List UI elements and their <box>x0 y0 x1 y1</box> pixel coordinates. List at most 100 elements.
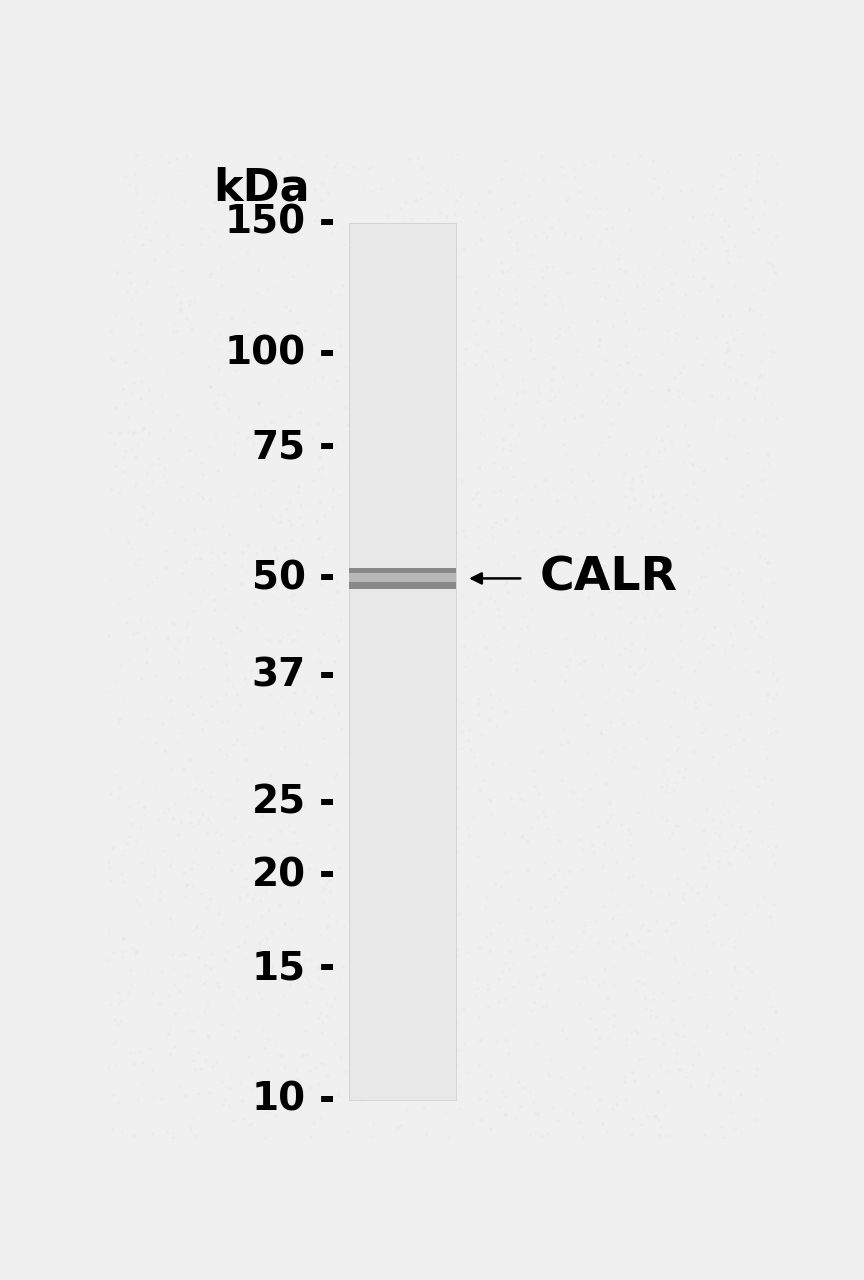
Point <box>240 988 254 1009</box>
Point <box>106 1033 120 1053</box>
Point <box>581 205 594 225</box>
Point <box>635 575 649 595</box>
Point <box>262 1029 276 1050</box>
Point <box>118 831 131 851</box>
Point <box>252 393 266 413</box>
Point <box>354 732 368 753</box>
Bar <box>349 223 456 1100</box>
Point <box>418 997 432 1018</box>
Point <box>250 1088 264 1108</box>
Point <box>495 302 509 323</box>
Point <box>752 367 766 388</box>
Point <box>584 151 598 172</box>
Point <box>381 356 395 376</box>
Point <box>254 790 268 810</box>
Point <box>494 1110 508 1130</box>
Point <box>761 685 775 705</box>
Point <box>689 698 703 718</box>
Point <box>472 483 486 503</box>
Point <box>439 748 453 768</box>
Point <box>439 812 453 832</box>
Point <box>661 163 675 183</box>
Point <box>541 480 555 500</box>
Point <box>417 1098 431 1119</box>
Point <box>523 1082 537 1102</box>
Point <box>436 223 450 243</box>
Point <box>528 993 542 1014</box>
Point <box>546 928 560 948</box>
Point <box>499 701 513 722</box>
Point <box>376 868 390 888</box>
Point <box>595 433 609 453</box>
Point <box>212 385 226 406</box>
Point <box>700 768 714 788</box>
Point <box>586 753 600 773</box>
Point <box>417 758 431 778</box>
Point <box>346 264 359 284</box>
Point <box>754 351 768 371</box>
Point <box>340 421 354 442</box>
Point <box>201 1025 215 1046</box>
Point <box>402 419 416 439</box>
Point <box>166 806 180 827</box>
Point <box>243 810 257 831</box>
Point <box>221 941 235 961</box>
Point <box>648 1029 662 1050</box>
Point <box>441 207 454 228</box>
Point <box>328 988 342 1009</box>
Point <box>588 1019 602 1039</box>
Point <box>575 968 589 988</box>
Point <box>760 252 774 273</box>
Point <box>391 1119 404 1139</box>
Point <box>189 548 203 568</box>
Point <box>640 584 654 604</box>
Point <box>688 662 702 682</box>
Point <box>577 524 591 544</box>
Point <box>720 343 734 364</box>
Point <box>675 1125 689 1146</box>
Point <box>116 947 130 968</box>
Point <box>613 244 627 265</box>
Point <box>473 458 486 479</box>
Point <box>195 719 209 740</box>
Point <box>209 425 223 445</box>
Point <box>718 641 732 662</box>
Point <box>668 946 682 966</box>
Point <box>374 562 388 582</box>
Point <box>478 425 492 445</box>
Point <box>251 672 265 692</box>
Point <box>204 552 218 572</box>
Point <box>300 754 314 774</box>
Point <box>259 882 273 902</box>
Point <box>206 628 220 649</box>
Point <box>530 1103 543 1124</box>
Point <box>366 721 380 741</box>
Point <box>172 997 186 1018</box>
Point <box>699 910 713 931</box>
Point <box>292 943 306 964</box>
Point <box>628 980 642 1001</box>
Point <box>294 909 308 929</box>
Point <box>288 598 302 618</box>
Point <box>205 943 219 964</box>
Point <box>743 319 757 339</box>
Text: -: - <box>319 559 335 598</box>
Point <box>351 273 365 293</box>
Point <box>507 467 521 488</box>
Point <box>327 480 340 500</box>
Point <box>647 516 661 536</box>
Point <box>472 690 486 710</box>
Point <box>738 660 752 681</box>
Point <box>493 1097 507 1117</box>
Point <box>455 712 469 732</box>
Point <box>742 1038 756 1059</box>
Point <box>348 827 362 847</box>
Point <box>429 541 442 562</box>
Point <box>553 521 567 541</box>
Point <box>529 760 543 781</box>
Point <box>142 964 156 984</box>
Point <box>677 1027 691 1047</box>
Point <box>106 1120 120 1140</box>
Point <box>634 495 648 516</box>
Point <box>158 466 172 486</box>
